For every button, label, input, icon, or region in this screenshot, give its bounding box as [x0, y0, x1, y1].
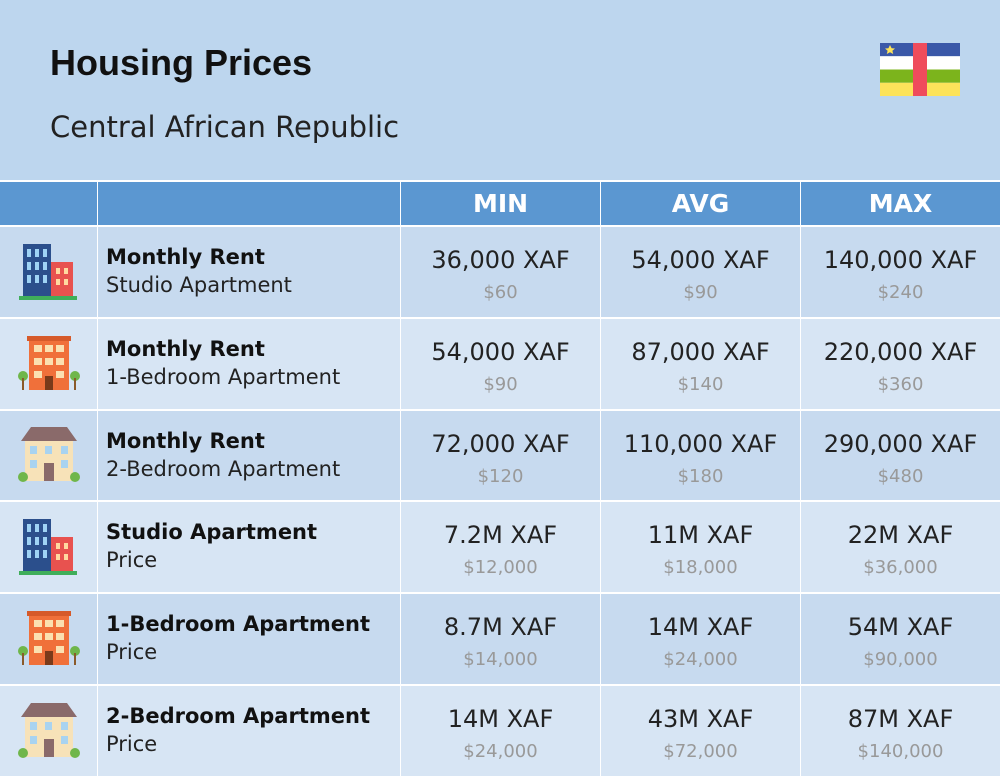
usd-price: $72,000 — [663, 741, 738, 762]
row-title: Monthly Rent — [106, 336, 265, 361]
value-cell: 7.2M XAF $12,000 — [401, 502, 600, 593]
usd-price: $60 — [483, 282, 518, 303]
local-price: 43M XAF — [647, 705, 754, 733]
local-price: 11M XAF — [647, 521, 754, 550]
usd-price: $90,000 — [863, 649, 938, 671]
usd-price: $12,000 — [463, 557, 538, 579]
local-price: 110,000 XAF — [623, 429, 778, 458]
local-price: 290,000 XAF — [823, 429, 978, 458]
building-icon — [17, 423, 81, 487]
value-cell: 54,000 XAF $90 — [601, 227, 800, 317]
usd-price: $120 — [477, 465, 524, 487]
row-icon-cell — [0, 410, 97, 501]
usd-price: $140,000 — [857, 741, 944, 762]
local-price: 22M XAF — [847, 521, 954, 550]
row-label-cell: 1-Bedroom Apartment Price — [98, 594, 400, 684]
row-label-cell: Monthly Rent 2-Bedroom Apartment — [98, 410, 400, 501]
row-title: Monthly Rent — [106, 245, 265, 269]
usd-price: $480 — [877, 465, 924, 487]
row-icon-cell — [0, 686, 97, 776]
local-price: 220,000 XAF — [823, 337, 978, 366]
value-cell: 72,000 XAF $120 — [401, 410, 600, 501]
building-icon — [17, 699, 81, 763]
usd-price: $240 — [877, 282, 924, 303]
value-cell: 22M XAF $36,000 — [801, 502, 1000, 593]
column-header: AVG — [601, 182, 800, 225]
row-title: 2-Bedroom Apartment — [106, 704, 370, 728]
row-title: 1-Bedroom Apartment — [106, 612, 370, 637]
building-icon — [17, 240, 81, 304]
value-cell: 14M XAF $24,000 — [601, 594, 800, 684]
header-cell — [0, 182, 97, 225]
column-header: MIN — [401, 182, 600, 225]
row-icon-cell — [0, 227, 97, 317]
building-icon — [17, 332, 81, 396]
usd-price: $18,000 — [663, 557, 738, 579]
value-cell: 87,000 XAF $140 — [601, 318, 800, 409]
row-label-cell: Monthly Rent Studio Apartment — [98, 227, 400, 317]
value-cell: 36,000 XAF $60 — [401, 227, 600, 317]
row-label-cell: Studio Apartment Price — [98, 502, 400, 593]
row-title: Studio Apartment — [106, 520, 318, 545]
value-cell: 140,000 XAF $240 — [801, 227, 1000, 317]
usd-price: $360 — [877, 373, 924, 395]
value-cell: 110,000 XAF $180 — [601, 410, 800, 501]
row-icon-cell — [0, 318, 97, 409]
usd-price: $90 — [483, 373, 518, 395]
usd-price: $140 — [677, 373, 724, 395]
row-label-cell: 2-Bedroom Apartment Price — [98, 686, 400, 776]
building-icon — [17, 515, 81, 579]
local-price: 54,000 XAF — [631, 246, 770, 274]
flag — [880, 43, 960, 96]
row-icon-cell — [0, 594, 97, 684]
header-cell — [98, 182, 400, 225]
subtitle: Central African Republic — [50, 110, 400, 144]
local-price: 87,000 XAF — [631, 337, 770, 366]
value-cell: 14M XAF $24,000 — [401, 686, 600, 776]
usd-price: $24,000 — [463, 741, 538, 762]
local-price: 14M XAF — [447, 705, 554, 733]
usd-price: $90 — [683, 282, 718, 303]
row-subtitle: 1-Bedroom Apartment — [106, 364, 341, 389]
local-price: 54,000 XAF — [431, 337, 570, 366]
row-subtitle: Price — [106, 548, 158, 573]
local-price: 87M XAF — [847, 705, 954, 733]
column-header: MAX — [801, 182, 1000, 225]
usd-price: $14,000 — [463, 649, 538, 671]
value-cell: 54,000 XAF $90 — [401, 318, 600, 409]
local-price: 140,000 XAF — [823, 246, 978, 274]
usd-price: $36,000 — [863, 557, 938, 579]
row-title: Monthly Rent — [106, 428, 265, 453]
row-subtitle: Price — [106, 732, 158, 756]
local-price: 54M XAF — [847, 613, 954, 642]
value-cell: 8.7M XAF $14,000 — [401, 594, 600, 684]
value-cell: 43M XAF $72,000 — [601, 686, 800, 776]
local-price: 72,000 XAF — [431, 429, 570, 458]
value-cell: 290,000 XAF $480 — [801, 410, 1000, 501]
building-icon — [17, 607, 81, 671]
row-subtitle: Price — [106, 640, 158, 665]
usd-price: $180 — [677, 465, 724, 487]
value-cell: 54M XAF $90,000 — [801, 594, 1000, 684]
local-price: 14M XAF — [647, 613, 754, 642]
local-price: 7.2M XAF — [443, 521, 558, 550]
header: Housing Prices Central African Republic — [0, 0, 1000, 180]
title: Housing Prices — [50, 42, 313, 83]
row-subtitle: Studio Apartment — [106, 273, 292, 297]
row-icon-cell — [0, 502, 97, 593]
local-price: 36,000 XAF — [431, 246, 570, 274]
local-price: 8.7M XAF — [443, 613, 558, 642]
row-subtitle: 2-Bedroom Apartment — [106, 456, 341, 481]
usd-price: $24,000 — [663, 649, 738, 671]
value-cell: 87M XAF $140,000 — [801, 686, 1000, 776]
value-cell: 11M XAF $18,000 — [601, 502, 800, 593]
value-cell: 220,000 XAF $360 — [801, 318, 1000, 409]
row-label-cell: Monthly Rent 1-Bedroom Apartment — [98, 318, 400, 409]
